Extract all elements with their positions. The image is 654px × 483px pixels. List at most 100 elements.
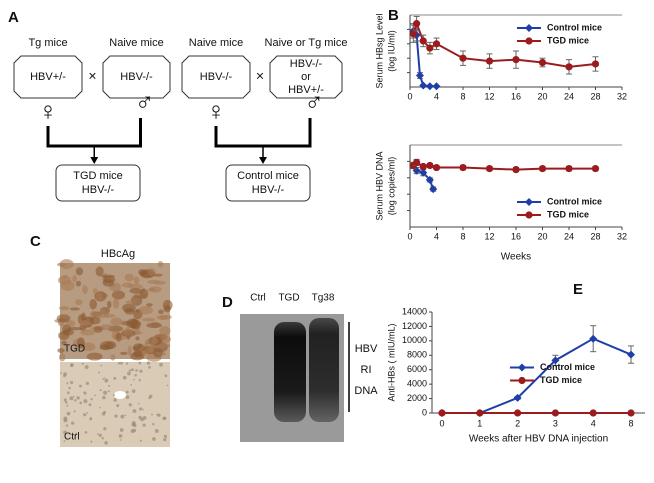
stain	[106, 300, 112, 309]
blot-lane-label: Tg38	[312, 293, 335, 304]
nucleus	[89, 417, 92, 420]
x-tick-label: 8	[628, 418, 633, 428]
genotype: HBV+/-	[288, 84, 324, 96]
nucleus	[103, 427, 107, 431]
x-tick-label: 24	[564, 231, 574, 241]
data-point	[538, 58, 547, 67]
stain	[141, 351, 147, 356]
panel-label: D	[222, 294, 233, 311]
sex-symbol: ♂	[135, 86, 155, 116]
x-tick-label: 2	[515, 418, 520, 428]
y-axis-label: (log IU/ml)	[386, 30, 396, 72]
stain	[75, 280, 82, 287]
stain	[124, 273, 135, 282]
nucleus	[101, 436, 104, 440]
stain	[153, 348, 163, 358]
offspring-label: Control mice	[237, 170, 299, 182]
vessel	[114, 391, 126, 399]
nucleus	[139, 407, 143, 411]
panel-label: E	[573, 281, 583, 298]
nucleus	[138, 415, 142, 420]
nucleus	[101, 411, 106, 416]
x-tick-label: 28	[590, 91, 600, 101]
nucleus	[152, 423, 155, 426]
stain	[58, 275, 72, 285]
x-tick-label: 0	[407, 91, 412, 101]
nucleus	[76, 396, 80, 400]
nucleus	[68, 386, 71, 390]
nucleus	[134, 373, 137, 377]
x-axis-label: Weeks	[501, 252, 531, 263]
x-tick-label: 1	[477, 418, 482, 428]
nucleus	[66, 382, 69, 385]
x-tick-label: 28	[590, 231, 600, 241]
parent-label: Naive mice	[189, 37, 243, 49]
nucleus	[138, 378, 141, 382]
parent-label: Naive mice	[109, 37, 163, 49]
data-point	[627, 350, 635, 359]
blot-lane	[274, 322, 306, 422]
legend-marker	[518, 363, 526, 372]
y-tick-label: 8000	[407, 350, 427, 360]
x-tick-label: 4	[434, 91, 439, 101]
stain	[125, 300, 137, 304]
y-tick-label: 2000	[407, 393, 427, 403]
nucleus	[163, 438, 167, 442]
nucleus	[130, 384, 132, 386]
offspring-label: TGD mice	[73, 170, 123, 182]
stain	[158, 309, 164, 315]
stain	[142, 317, 156, 322]
x-tick-label: 12	[484, 91, 494, 101]
nucleus	[118, 434, 123, 438]
y-axis-label: Anti-HBs ( mIU/mL)	[386, 323, 396, 401]
nucleus	[142, 408, 144, 411]
cross-operator: ×	[88, 68, 96, 84]
nucleus	[148, 396, 151, 400]
genotype: HBV-/-	[120, 71, 153, 83]
genotype-box	[102, 55, 171, 99]
legend-label: TGD mice	[547, 209, 589, 219]
histology-images	[54, 259, 173, 447]
nucleus	[70, 364, 74, 367]
stain	[147, 279, 161, 285]
data-point	[432, 163, 441, 172]
nucleus	[79, 401, 83, 405]
stain	[157, 261, 164, 268]
nucleus	[99, 406, 101, 409]
legend-label: TGD mice	[547, 35, 589, 45]
data-point	[425, 82, 434, 91]
blot-lane-label: TGD	[278, 293, 299, 304]
stain	[72, 275, 77, 282]
nucleus	[166, 384, 169, 387]
nucleus	[125, 362, 129, 365]
arrow-head	[259, 157, 267, 164]
stain	[89, 299, 97, 310]
data-point	[459, 163, 467, 172]
nucleus	[146, 361, 151, 365]
data-point	[485, 57, 494, 65]
nucleus	[71, 421, 75, 425]
stain	[95, 266, 104, 277]
nucleus	[125, 390, 129, 394]
nucleus	[103, 390, 108, 395]
data-point	[514, 409, 522, 417]
offspring-box	[55, 164, 141, 202]
blot-bracket-label: RI	[361, 364, 372, 376]
legend-label: Control mice	[547, 22, 602, 32]
x-tick-label: 4	[591, 418, 596, 428]
nucleus	[103, 377, 106, 379]
x-tick-label: 4	[434, 231, 439, 241]
nucleus	[73, 410, 76, 413]
nucleus	[130, 368, 134, 372]
blot-lane	[309, 318, 339, 422]
genotype-box	[269, 55, 343, 99]
stain	[124, 326, 131, 337]
nucleus	[84, 365, 89, 369]
nucleus	[74, 399, 77, 402]
data-point	[426, 44, 434, 52]
nucleus	[112, 394, 115, 397]
histology-title: HBcAg	[101, 248, 135, 260]
x-tick-label: 8	[460, 91, 465, 101]
data-point	[565, 63, 573, 71]
legend-marker	[525, 37, 533, 45]
